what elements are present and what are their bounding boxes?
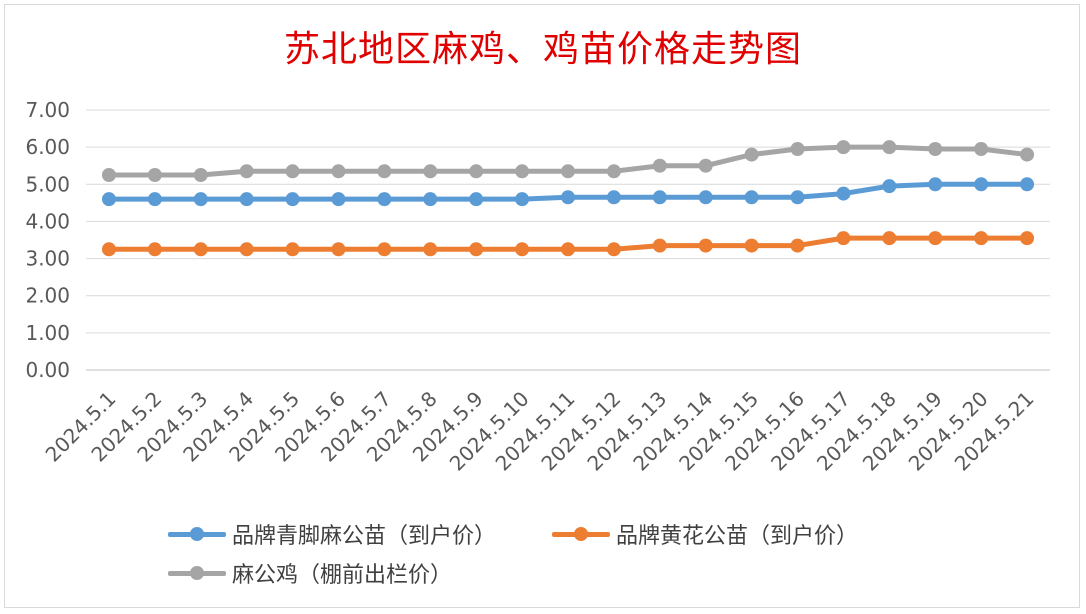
data-point-series-2 bbox=[239, 242, 254, 257]
legend-label: 品牌青脚麻公苗（到户价） bbox=[232, 524, 497, 549]
data-point-series-2 bbox=[698, 238, 713, 253]
data-point-series-1 bbox=[836, 186, 851, 201]
data-point-series-3 bbox=[974, 142, 989, 156]
data-point-series-2 bbox=[285, 242, 300, 257]
data-point-series-3 bbox=[790, 142, 805, 156]
data-point-series-1 bbox=[469, 192, 484, 207]
data-point-series-1 bbox=[698, 190, 713, 205]
data-point-series-3 bbox=[928, 142, 943, 156]
data-point-series-2 bbox=[652, 238, 667, 253]
data-point-series-1 bbox=[928, 177, 943, 192]
data-point-series-1 bbox=[377, 192, 392, 207]
data-point-series-1 bbox=[606, 190, 621, 205]
data-point-series-3 bbox=[193, 168, 208, 182]
data-point-series-1 bbox=[561, 190, 575, 205]
y-tick-label: 6.00 bbox=[25, 135, 70, 159]
data-point-series-3 bbox=[147, 168, 162, 182]
y-tick-label: 7.00 bbox=[25, 98, 70, 122]
data-point-series-3 bbox=[469, 164, 484, 179]
data-point-series-2 bbox=[606, 242, 621, 257]
data-point-series-3 bbox=[744, 147, 759, 162]
data-point-series-2 bbox=[974, 231, 989, 246]
data-point-series-2 bbox=[377, 242, 392, 257]
data-point-series-3 bbox=[652, 158, 667, 173]
data-point-series-2 bbox=[1020, 231, 1035, 246]
data-point-series-2 bbox=[928, 231, 943, 246]
legend-item-1: 品牌青脚麻公苗（到户价） bbox=[168, 518, 496, 550]
y-tick-label: 4.00 bbox=[25, 209, 70, 233]
data-point-series-2 bbox=[193, 242, 208, 257]
data-point-series-3 bbox=[882, 140, 897, 155]
data-point-series-1 bbox=[193, 192, 208, 207]
data-point-series-2 bbox=[331, 242, 346, 257]
legend-swatch bbox=[168, 527, 226, 541]
legend-swatch bbox=[552, 527, 610, 541]
legend-swatch-marker bbox=[190, 566, 204, 580]
data-point-series-2 bbox=[101, 242, 116, 257]
data-point-series-3 bbox=[515, 164, 530, 179]
data-point-series-3 bbox=[377, 164, 392, 179]
data-point-series-2 bbox=[469, 242, 484, 257]
legend-swatch-marker bbox=[574, 527, 588, 541]
legend-swatch-marker bbox=[190, 527, 204, 541]
legend-item-3: 麻公鸡（棚前出栏价） bbox=[168, 557, 452, 589]
data-point-series-2 bbox=[561, 242, 575, 257]
data-point-series-3 bbox=[285, 164, 300, 179]
data-point-series-3 bbox=[836, 140, 851, 155]
y-tick-label: 5.00 bbox=[25, 172, 70, 196]
data-point-series-3 bbox=[423, 164, 438, 179]
data-point-series-1 bbox=[239, 192, 254, 207]
data-point-series-1 bbox=[974, 177, 989, 192]
data-point-series-1 bbox=[882, 179, 897, 194]
data-point-series-1 bbox=[652, 190, 667, 205]
data-point-series-1 bbox=[423, 192, 438, 207]
data-point-series-2 bbox=[147, 242, 162, 257]
data-point-series-2 bbox=[744, 238, 759, 253]
data-point-series-3 bbox=[239, 164, 254, 179]
y-tick-label: 1.00 bbox=[25, 321, 70, 345]
data-point-series-1 bbox=[101, 192, 116, 207]
chart-title: 苏北地区麻鸡、鸡苗价格走势图 bbox=[283, 29, 802, 70]
data-point-series-3 bbox=[101, 168, 116, 182]
data-point-series-3 bbox=[606, 164, 621, 179]
legend-label: 品牌黄花公苗（到户价） bbox=[616, 524, 859, 549]
data-point-series-2 bbox=[515, 242, 530, 257]
y-tick-label: 3.00 bbox=[25, 247, 70, 271]
legend-item-2: 品牌黄花公苗（到户价） bbox=[552, 518, 858, 550]
y-tick-label: 2.00 bbox=[25, 284, 70, 308]
data-point-series-1 bbox=[285, 192, 300, 207]
legend-swatch bbox=[168, 566, 226, 580]
data-point-series-1 bbox=[790, 190, 805, 205]
y-tick-label: 0.00 bbox=[25, 358, 70, 382]
data-point-series-3 bbox=[1020, 147, 1035, 162]
data-point-series-3 bbox=[698, 158, 713, 173]
data-point-series-2 bbox=[790, 238, 805, 253]
data-point-series-3 bbox=[331, 164, 346, 179]
chart-frame bbox=[4, 4, 1080, 608]
data-point-series-2 bbox=[836, 231, 851, 246]
data-point-series-1 bbox=[515, 192, 530, 207]
data-point-series-3 bbox=[561, 164, 575, 179]
data-point-series-2 bbox=[423, 242, 438, 257]
data-point-series-1 bbox=[744, 190, 759, 205]
legend-label: 麻公鸡（棚前出栏价） bbox=[232, 563, 453, 588]
data-point-series-1 bbox=[147, 192, 162, 207]
data-point-series-1 bbox=[331, 192, 346, 207]
data-point-series-1 bbox=[1020, 177, 1035, 192]
data-point-series-2 bbox=[882, 231, 897, 246]
